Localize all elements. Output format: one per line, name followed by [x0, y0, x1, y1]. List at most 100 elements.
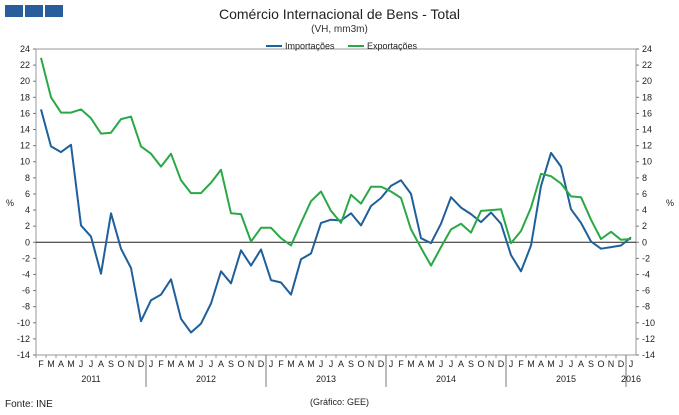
x-tick-label: S	[468, 359, 474, 369]
x-tick-label: N	[248, 359, 255, 369]
x-tick-label: J	[509, 359, 514, 369]
x-tick-label: A	[218, 359, 224, 369]
x-tick-label: D	[138, 359, 145, 369]
x-tick-label: F	[38, 359, 44, 369]
y-tick-label-left: 0	[25, 237, 30, 247]
y-tick-label-left: 16	[20, 108, 30, 118]
chart-subtitle: (VH, mm3m)	[311, 24, 368, 35]
y-tick-label-right: 6	[642, 189, 647, 199]
x-tick-label: D	[618, 359, 625, 369]
x-tick-label: M	[167, 359, 175, 369]
y-tick-label-right: -4	[642, 269, 650, 279]
x-tick-label: J	[209, 359, 214, 369]
x-tick-label: M	[187, 359, 195, 369]
logo-block	[45, 5, 63, 17]
x-tick-label: D	[258, 359, 265, 369]
y-tick-label-left: -4	[22, 269, 30, 279]
y-tick-label-left: 24	[20, 44, 30, 54]
source-note: Fonte: INE	[5, 399, 53, 410]
x-tick-label: M	[287, 359, 295, 369]
x-tick-label: A	[58, 359, 64, 369]
x-tick-label: A	[458, 359, 464, 369]
x-tick-label: J	[439, 359, 444, 369]
x-tick-label: D	[498, 359, 505, 369]
y-tick-label-right: 2	[642, 221, 647, 231]
logo	[5, 5, 63, 17]
x-tick-label: M	[527, 359, 535, 369]
x-tick-label: J	[199, 359, 204, 369]
y-tick-label-left: -14	[17, 350, 30, 360]
y-tick-label-right: -2	[642, 253, 650, 263]
x-tick-label: J	[149, 359, 154, 369]
x-tick-label: O	[357, 359, 364, 369]
legend-label: Exportações	[367, 41, 418, 51]
y-tick-label-right: 20	[642, 76, 652, 86]
y-tick-label-right: 16	[642, 108, 652, 118]
y-tick-label-right: -14	[642, 350, 655, 360]
x-tick-label: N	[488, 359, 495, 369]
y-tick-label-left: 18	[20, 92, 30, 102]
logo-block	[25, 5, 43, 17]
x-tick-label: F	[398, 359, 404, 369]
x-tick-label: N	[368, 359, 375, 369]
x-tick-label: J	[449, 359, 454, 369]
series-line-1	[40, 109, 632, 334]
x-tick-label: J	[389, 359, 394, 369]
x-tick-label: F	[278, 359, 284, 369]
year-label: 2011	[81, 374, 100, 384]
x-tick-label: A	[178, 359, 184, 369]
x-tick-label: A	[98, 359, 104, 369]
y-tick-label-left: 6	[25, 189, 30, 199]
x-tick-label: S	[228, 359, 234, 369]
chart-title: Comércio Internacional de Bens - Total	[219, 6, 460, 22]
x-tick-label: M	[547, 359, 555, 369]
y-tick-label-right: 10	[642, 157, 652, 167]
y-tick-label-left: 12	[20, 141, 30, 151]
y-tick-label-left: 10	[20, 157, 30, 167]
x-tick-label: A	[578, 359, 584, 369]
year-label: 2013	[316, 374, 336, 384]
y-axis-label-left: %	[6, 198, 14, 208]
x-tick-label: A	[338, 359, 344, 369]
y-tick-label-left: 8	[25, 173, 30, 183]
y-tick-label-left: 4	[25, 205, 30, 215]
x-tick-label: O	[117, 359, 124, 369]
x-tick-label: M	[427, 359, 435, 369]
credit-note: (Gráfico: GEE)	[309, 397, 369, 407]
plot-frame	[35, 48, 637, 356]
x-tick-label: S	[108, 359, 114, 369]
x-tick-label: S	[588, 359, 594, 369]
y-tick-label-right: -10	[642, 318, 655, 328]
x-tick-label: A	[418, 359, 424, 369]
x-tick-label: J	[559, 359, 564, 369]
x-tick-label: M	[47, 359, 55, 369]
y-tick-label-left: -10	[17, 318, 30, 328]
x-tick-label: M	[67, 359, 75, 369]
x-tick-label: O	[597, 359, 604, 369]
year-label: 2016	[621, 374, 641, 384]
series-line-2	[40, 57, 632, 267]
y-tick-label-right: 18	[642, 92, 652, 102]
x-tick-label: O	[237, 359, 244, 369]
x-tick-label: M	[307, 359, 315, 369]
x-tick-label: O	[477, 359, 484, 369]
y-tick-label-right: -8	[642, 302, 650, 312]
x-tick-label: J	[329, 359, 334, 369]
x-tick-label: J	[629, 359, 634, 369]
x-tick-label: F	[518, 359, 524, 369]
x-tick-label: A	[298, 359, 304, 369]
x-tick-label: A	[538, 359, 544, 369]
y-tick-label-right: 12	[642, 141, 652, 151]
x-tick-label: J	[319, 359, 324, 369]
y-tick-label-right: 14	[642, 125, 652, 135]
y-tick-label-left: -8	[22, 302, 30, 312]
logo-block	[5, 5, 23, 17]
y-axis-label-right: %	[666, 198, 674, 208]
y-tick-label-left: -12	[17, 334, 30, 344]
x-tick-label: J	[569, 359, 574, 369]
y-tick-label-left: -6	[22, 286, 30, 296]
y-tick-label-right: -12	[642, 334, 655, 344]
y-tick-label-right: 8	[642, 173, 647, 183]
y-tick-label-left: 22	[20, 60, 30, 70]
legend-label: Importações	[285, 41, 335, 51]
